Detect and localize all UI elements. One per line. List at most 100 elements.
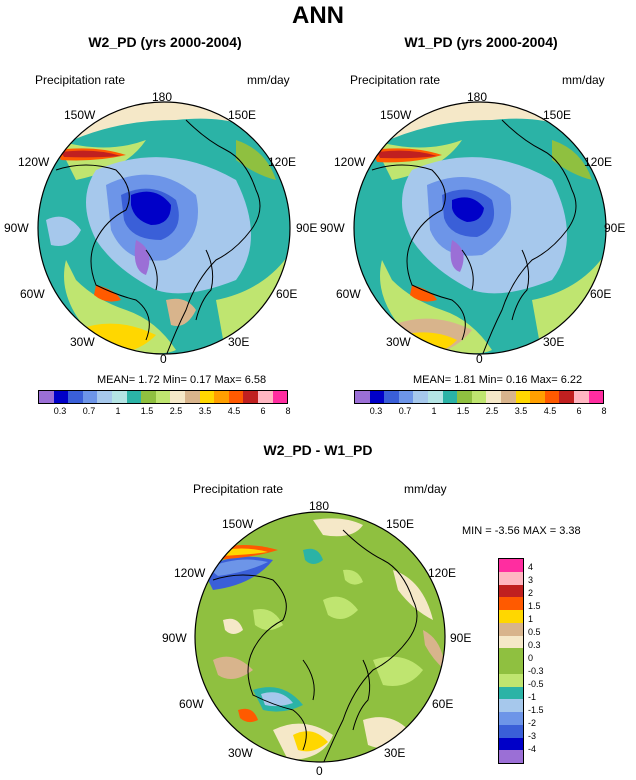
panel-left-cb-tick: 1 <box>115 406 121 416</box>
panel-left-colorbar-swatch <box>53 391 69 403</box>
panel-left-colorbar-swatch <box>272 391 288 403</box>
panel-right-lon-90w: 90W <box>320 221 345 235</box>
panel-left-lon-120w: 120W <box>18 155 50 169</box>
panel-left-lon-90w: 90W <box>4 221 29 235</box>
diff-min-value: -3.56 <box>494 525 520 537</box>
diff-cb-tick: -2 <box>528 718 537 728</box>
panel-right-cb-tick: 8 <box>601 406 607 416</box>
panel-left-title: W2_PD (yrs 2000-2004) <box>88 34 242 50</box>
diff-cb-tick: -1.5 <box>528 705 544 715</box>
panel-left-colorbar-swatch <box>243 391 258 403</box>
panel-right-lon-120e: 120E <box>584 155 613 169</box>
diff-colorbar-swatch <box>499 724 523 738</box>
diff-colorbar-swatch <box>499 635 523 649</box>
diff-colorbar-swatch <box>499 737 523 751</box>
panel-left-lon-120e: 120E <box>268 155 297 169</box>
panel-right-colorbar <box>354 390 604 404</box>
diff-cb-tick: -0.3 <box>528 666 544 676</box>
diff-colorbar-swatch <box>499 571 523 585</box>
diff-lon-90w: 90W <box>162 631 187 645</box>
diff-colorbar-swatch <box>499 661 523 674</box>
panel-left-colorbar-swatch <box>39 391 54 403</box>
panel-left-mean-label: MEAN= <box>97 374 136 386</box>
panel-right-mean-label: MEAN= <box>413 374 452 386</box>
panel-right-cb-tick: 1 <box>431 406 437 416</box>
panel-right-lon-0: 0 <box>476 352 483 366</box>
panel-right-polar-map <box>353 101 607 355</box>
diff-max-value: 3.38 <box>559 525 581 537</box>
diff-colorbar-swatch <box>499 712 523 725</box>
panel-left-field-label: Precipitation rate <box>35 73 126 87</box>
panel-right-cb-tick: 0.3 <box>369 406 383 416</box>
diff-colorbar-swatch <box>499 686 523 700</box>
panel-right-title: W1_PD (yrs 2000-2004) <box>404 34 558 50</box>
panel-left-cb-tick: 6 <box>260 406 266 416</box>
diff-lon-150w: 150W <box>222 517 254 531</box>
panel-right-stats: MEAN= 1.81 Min= 0.16 Max= 6.22 <box>413 374 582 386</box>
diff-cb-tick: -0.5 <box>528 679 544 689</box>
diff-cb-tick: -3 <box>528 731 537 741</box>
diff-panel-title: W2_PD - W1_PD <box>263 442 373 458</box>
diff-colorbar-swatch <box>499 559 523 572</box>
panel-right-colorbar-swatch <box>442 391 458 403</box>
panel-left-cb-tick: 8 <box>285 406 291 416</box>
panel-left-cb-tick: 4.5 <box>227 406 241 416</box>
diff-lon-120e: 120E <box>428 566 457 580</box>
panel-right-lon-120w: 120W <box>334 155 366 169</box>
panel-right-colorbar-swatch <box>355 391 370 403</box>
diff-colorbar-swatch <box>499 673 523 687</box>
panel-right-min-label: Min= <box>478 374 503 386</box>
panel-right-cb-tick: 0.7 <box>398 406 412 416</box>
panel-right-cb-tick: 3.5 <box>514 406 528 416</box>
panel-right-colorbar-ticks: 0.3 0.7 1 1.5 2.5 3.5 4.5 6 8 <box>354 406 607 418</box>
panel-right-lon-30w: 30W <box>386 335 411 349</box>
diff-cb-tick: -1 <box>528 692 537 702</box>
panel-left-lon-150w: 150W <box>64 108 96 122</box>
panel-right-colorbar-swatch <box>369 391 385 403</box>
diff-colorbar-swatch <box>499 750 523 763</box>
panel-right-lon-150w: 150W <box>380 108 412 122</box>
diff-lon-180: 180 <box>309 499 330 513</box>
diff-cb-tick: 0.3 <box>528 640 541 650</box>
panel-left-colorbar-swatch <box>97 391 112 403</box>
panel-right-colorbar-swatch <box>500 391 516 403</box>
diff-polar-map <box>194 511 446 763</box>
diff-colorbar-swatch <box>499 622 523 636</box>
panel-left-lon-30w: 30W <box>70 335 95 349</box>
panel-left-colorbar-swatch <box>126 391 142 403</box>
panel-right-lon-180: 180 <box>467 90 488 104</box>
panel-left-lon-60e: 60E <box>276 287 298 301</box>
diff-cb-tick: 0.5 <box>528 627 541 637</box>
panel-right-colorbar-swatch <box>559 391 574 403</box>
panel-left-lon-90e: 90E <box>296 221 318 235</box>
panel-left-cb-tick: 2.5 <box>169 406 183 416</box>
diff-min-max: MIN = -3.56 MAX = 3.38 <box>462 525 581 537</box>
diff-colorbar <box>498 558 524 764</box>
panel-left-min-label: Min= <box>162 374 187 386</box>
diff-colorbar-ticks: 4 3 2 1.5 1 0.5 0.3 0 -0.3 -0.5 -1 -1.5 … <box>528 558 558 764</box>
panel-left-colorbar-swatch <box>141 391 156 403</box>
panel-right-min-value: 0.16 <box>505 374 528 386</box>
page-title: ANN <box>292 2 344 29</box>
panel-right-colorbar-swatch <box>573 391 589 403</box>
panel-left-lon-0: 0 <box>160 352 167 366</box>
diff-colorbar-swatch <box>499 648 523 661</box>
panel-right-lon-90e: 90E <box>604 221 626 235</box>
panel-left-lon-30e: 30E <box>228 335 250 349</box>
panel-right-lon-60e: 60E <box>590 287 612 301</box>
panel-left-colorbar-swatch <box>184 391 200 403</box>
diff-lon-60e: 60E <box>432 697 454 711</box>
panel-right-lon-150e: 150E <box>543 108 572 122</box>
panel-left-colorbar <box>38 390 288 404</box>
panel-right-mean-value: 1.81 <box>454 374 476 386</box>
panel-right-cb-tick: 1.5 <box>456 406 470 416</box>
diff-lon-150e: 150E <box>386 517 415 531</box>
diff-cb-tick: 3 <box>528 575 534 585</box>
panel-right-lon-60w: 60W <box>336 287 361 301</box>
diff-lon-120w: 120W <box>174 566 206 580</box>
panel-right-cb-tick: 4.5 <box>543 406 557 416</box>
panel-left-colorbar-swatch <box>111 391 127 403</box>
panel-right-lon-30e: 30E <box>543 335 565 349</box>
panel-right-cb-tick: 2.5 <box>485 406 499 416</box>
diff-cb-tick: 2 <box>528 588 534 598</box>
